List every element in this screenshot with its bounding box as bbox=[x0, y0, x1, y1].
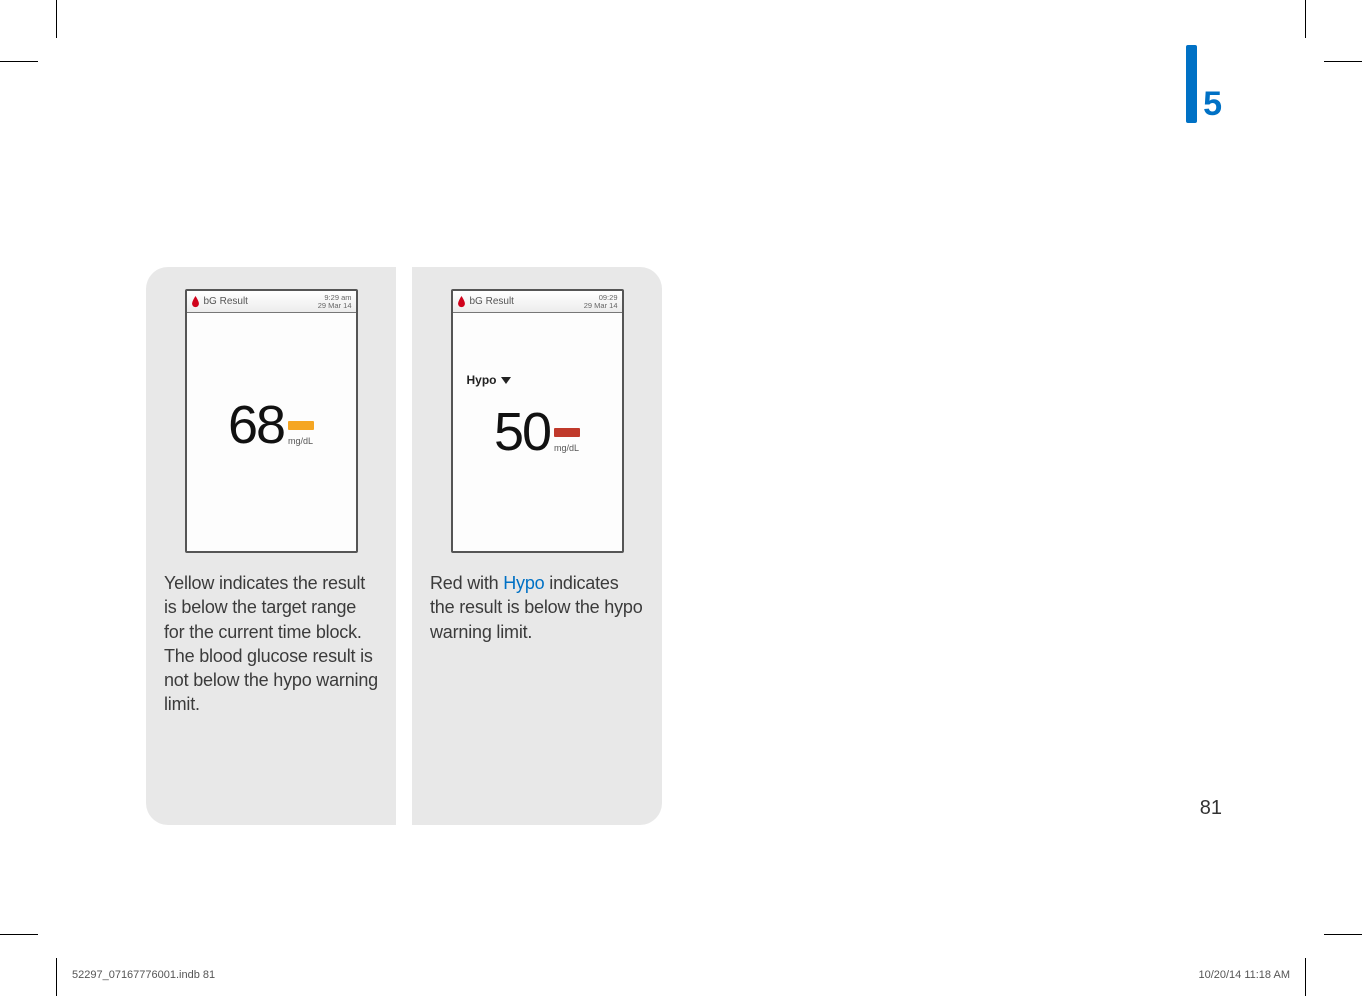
blood-drop-icon bbox=[457, 296, 466, 308]
page-number: 81 bbox=[1200, 797, 1222, 820]
crop-mark bbox=[1305, 958, 1306, 996]
crop-mark bbox=[1324, 61, 1362, 62]
hypo-label-row: Hypo bbox=[467, 373, 511, 387]
crop-mark bbox=[0, 934, 38, 935]
screen-title: bG Result bbox=[470, 296, 514, 307]
card-yellow: bG Result 9:29 am 29 Mar 14 68 mg/dL Yel… bbox=[146, 267, 396, 825]
caption-red-link: Hypo bbox=[503, 573, 544, 593]
reading-unit: mg/dL bbox=[554, 443, 579, 453]
indicator-bar-red bbox=[554, 428, 580, 437]
screen-header: bG Result 9:29 am 29 Mar 14 bbox=[187, 291, 356, 313]
screen-datetime: 09:29 29 Mar 14 bbox=[584, 294, 618, 310]
content-row: bG Result 9:29 am 29 Mar 14 68 mg/dL Yel… bbox=[146, 267, 662, 825]
screen-date: 29 Mar 14 bbox=[584, 302, 618, 310]
card-red: bG Result 09:29 29 Mar 14 Hypo 50 mg/dL bbox=[412, 267, 662, 825]
caption-red: Red with Hypo indicates the result is be… bbox=[430, 571, 644, 644]
reading-row: 50 mg/dL bbox=[453, 405, 622, 459]
indicator-bar-yellow bbox=[288, 421, 314, 430]
reading-row: 68 mg/dL bbox=[187, 398, 356, 452]
screen-body: Hypo 50 mg/dL bbox=[453, 313, 622, 551]
crop-mark bbox=[1324, 934, 1362, 935]
crop-mark bbox=[56, 0, 57, 38]
reading-value: 68 bbox=[228, 398, 284, 452]
blood-drop-icon bbox=[191, 296, 200, 308]
slug-file: 52297_07167776001.indb 81 bbox=[72, 969, 215, 981]
screen-datetime: 9:29 am 29 Mar 14 bbox=[318, 294, 352, 310]
caption-yellow: Yellow indicates the result is below the… bbox=[164, 571, 378, 717]
reading-meta: mg/dL bbox=[288, 421, 314, 452]
screen-header: bG Result 09:29 29 Mar 14 bbox=[453, 291, 622, 313]
slug-timestamp: 10/20/14 11:18 AM bbox=[1198, 969, 1290, 981]
reading-value: 50 bbox=[494, 405, 550, 459]
screen-body: 68 mg/dL bbox=[187, 313, 356, 551]
reading-unit: mg/dL bbox=[288, 436, 313, 446]
crop-mark bbox=[1305, 0, 1306, 38]
reading-meta: mg/dL bbox=[554, 428, 580, 459]
screen-title: bG Result bbox=[204, 296, 248, 307]
crop-mark bbox=[56, 958, 57, 996]
caption-red-pre: Red with bbox=[430, 573, 503, 593]
crop-mark bbox=[0, 61, 38, 62]
device-screen-red: bG Result 09:29 29 Mar 14 Hypo 50 mg/dL bbox=[451, 289, 624, 553]
device-screen-yellow: bG Result 9:29 am 29 Mar 14 68 mg/dL bbox=[185, 289, 358, 553]
chevron-down-icon bbox=[501, 377, 511, 384]
hypo-label: Hypo bbox=[467, 373, 497, 387]
section-tab-bar bbox=[1186, 45, 1197, 123]
screen-date: 29 Mar 14 bbox=[318, 302, 352, 310]
section-tab: 5 bbox=[1186, 45, 1222, 123]
section-number: 5 bbox=[1203, 87, 1222, 123]
print-slug: 52297_07167776001.indb 81 10/20/14 11:18… bbox=[72, 969, 1290, 981]
